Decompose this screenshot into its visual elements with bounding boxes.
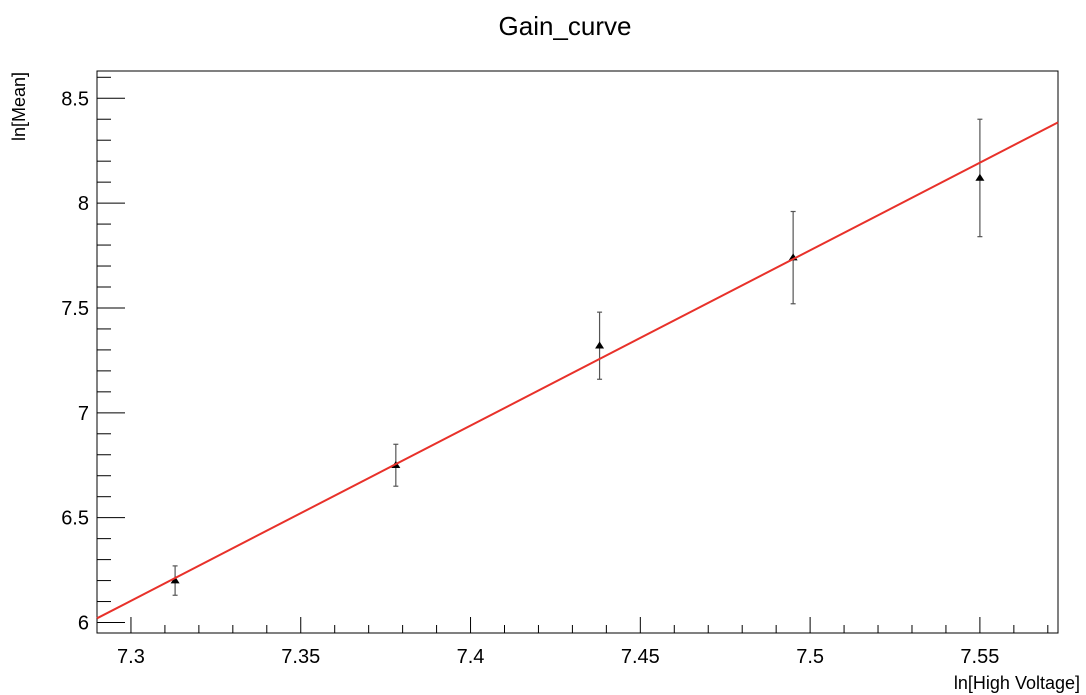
y-tick-label: 6 xyxy=(78,613,89,635)
x-tick-label: 7.45 xyxy=(621,646,660,668)
x-tick-label: 7.4 xyxy=(457,646,485,668)
x-axis-label: ln[High Voltage] xyxy=(954,673,1080,693)
x-tick-label: 7.55 xyxy=(960,646,999,668)
y-axis-label: ln[Mean] xyxy=(9,72,29,141)
fit-line xyxy=(96,121,1059,620)
chart-title: Gain_curve xyxy=(499,11,632,41)
y-tick-label: 6.5 xyxy=(61,508,89,530)
x-tick-label: 7.35 xyxy=(281,646,320,668)
plot-area: 7.3 7.35 7.4 7.45 7.5 7.55 6 6.5 7 7.5 8 8.5 xyxy=(61,70,1059,668)
data-point-marker xyxy=(595,341,605,349)
y-tick-label: 7.5 xyxy=(61,298,89,320)
x-tick-label: 7.5 xyxy=(796,646,824,668)
x-tick-label: 7.3 xyxy=(117,646,145,668)
y-tick-label: 7 xyxy=(78,403,89,425)
plot-frame xyxy=(96,70,1059,634)
y-tick-label: 8.5 xyxy=(61,88,89,110)
data-point-marker xyxy=(170,576,180,584)
data-point-marker xyxy=(975,173,985,181)
y-tick-label: 8 xyxy=(78,193,89,215)
